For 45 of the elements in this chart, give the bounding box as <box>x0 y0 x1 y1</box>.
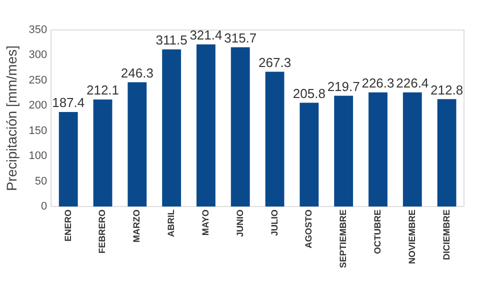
y-tick-label: 0 <box>41 200 48 213</box>
bar <box>402 92 422 206</box>
x-tick-label: FEBRERO <box>97 209 108 254</box>
data-label: 267.3 <box>258 54 292 70</box>
bar <box>437 99 456 206</box>
x-tick-label: JULIO <box>269 209 280 236</box>
data-label: 226.3 <box>362 75 394 90</box>
bar <box>93 100 112 206</box>
bar <box>334 96 354 206</box>
x-tick-label: MAYO <box>200 209 210 236</box>
x-tick-label: MARZO <box>132 209 142 242</box>
y-tick-label: 50 <box>34 175 48 188</box>
bar <box>128 82 147 206</box>
bar <box>265 72 284 206</box>
data-label: 315.7 <box>224 30 257 46</box>
data-label: 205.8 <box>292 86 326 101</box>
x-tick-label: AGOSTO <box>304 209 314 248</box>
x-tick-label: NOVIEMBRE <box>406 209 417 264</box>
y-axis-title: Precipitación [mm/mes] <box>3 46 20 191</box>
y-tick-label: 100 <box>28 150 48 162</box>
bar <box>230 47 250 206</box>
data-label: 212.8 <box>430 82 464 98</box>
x-tick-label: DICIEMBRE <box>441 209 452 260</box>
bar <box>162 49 182 206</box>
x-tick-label: SEPTIEMBRE <box>338 209 348 268</box>
data-label: 219.7 <box>327 78 360 94</box>
x-tick-label: OCTUBRE <box>372 209 382 254</box>
x-tick-label: ENERO <box>62 209 73 242</box>
data-label: 311.5 <box>156 32 188 48</box>
x-tick-label: JUNIO <box>234 209 245 238</box>
x-tick-label: ABRIL <box>166 208 176 237</box>
y-tick-label: 250 <box>28 74 48 86</box>
y-tick-label: 150 <box>28 124 48 137</box>
y-tick-label: 350 <box>28 24 48 36</box>
y-tick-label: 200 <box>28 100 48 112</box>
bar <box>300 102 319 206</box>
bar <box>58 112 78 206</box>
data-label: 226.4 <box>396 75 429 90</box>
data-label: 321.4 <box>190 28 222 42</box>
data-label: 187.4 <box>52 95 85 110</box>
y-tick-label: 300 <box>28 49 48 62</box>
bar <box>368 92 388 206</box>
data-label: 246.3 <box>120 65 154 80</box>
bar <box>196 44 216 206</box>
data-label: 212.1 <box>86 82 120 98</box>
